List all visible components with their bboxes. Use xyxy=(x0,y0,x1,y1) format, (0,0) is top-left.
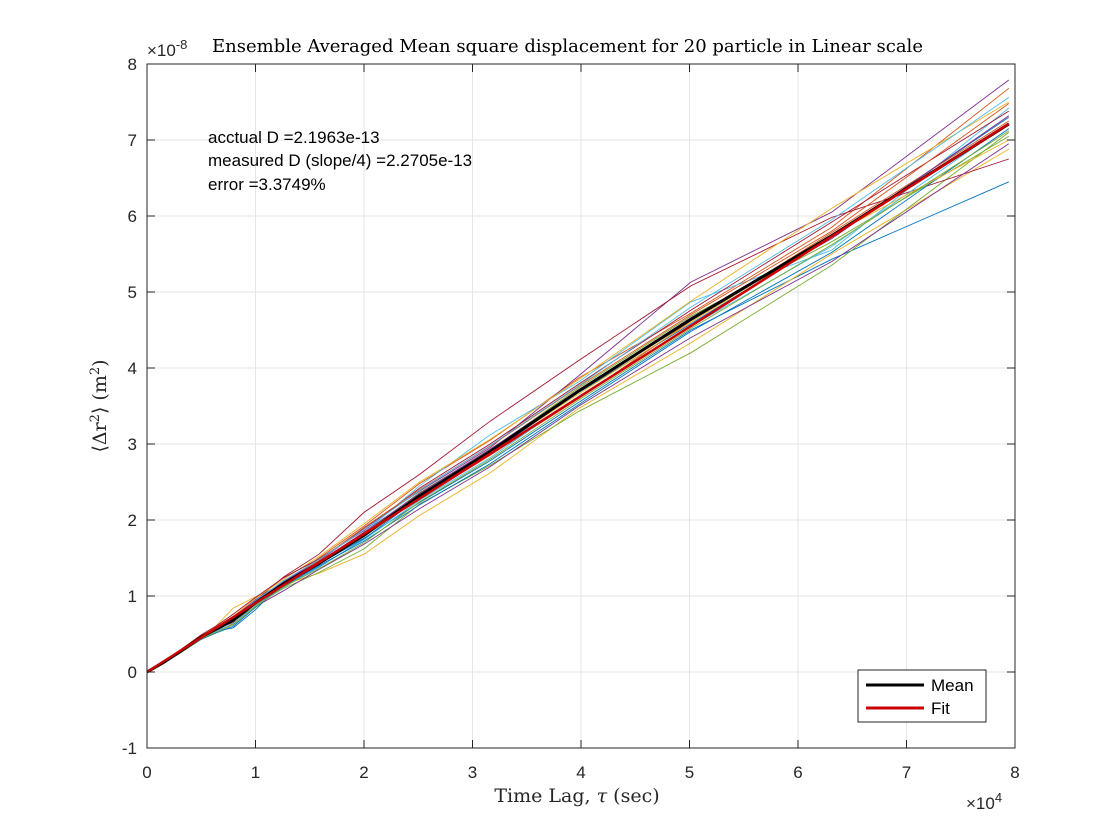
annotation-measured-d: measured D (slope/4) =2.2705e-13 xyxy=(208,151,472,170)
annotation-actual-d: acctual D =2.1963e-13 xyxy=(208,128,380,147)
fit-line xyxy=(146,122,1010,674)
y-axis-label-mid: ⟩ (m xyxy=(89,375,111,414)
x-tick-label: 1 xyxy=(251,763,260,782)
x-axis-label-text: Time Lag, xyxy=(494,785,590,807)
x-axis-label: Time Lag, τ (sec) xyxy=(494,785,659,807)
y-axis-label-left: ⟨Δr xyxy=(89,421,111,452)
mean-and-fit-lines xyxy=(146,122,1010,674)
chart-title: Ensemble Averaged Mean square displaceme… xyxy=(212,36,923,57)
annotation-error: error =3.3749% xyxy=(208,175,326,194)
y-tick-label: -1 xyxy=(122,739,137,758)
legend-box xyxy=(857,669,987,723)
y-tick-label: 2 xyxy=(128,511,137,530)
x-axis-label-unit: (sec) xyxy=(613,785,659,807)
x-tick-label: 0 xyxy=(142,763,151,782)
x-tick-labels: 0 1 2 3 4 5 6 7 8 xyxy=(142,763,1019,782)
y-exponent-power: -8 xyxy=(176,37,188,52)
y-tick-label: 6 xyxy=(128,207,137,226)
x-tick-label: 8 xyxy=(1010,763,1019,782)
y-axis-label-sup: 2 xyxy=(88,414,103,422)
x-tick-label: 4 xyxy=(576,763,585,782)
legend-fit-label: Fit xyxy=(931,699,950,718)
legend-mean-label: Mean xyxy=(931,676,974,695)
y-axis-label-sup2: 2 xyxy=(88,367,103,375)
y-tick-label: 0 xyxy=(128,663,137,682)
tick-marks xyxy=(146,63,1016,749)
y-tick-label: 4 xyxy=(128,359,137,378)
x-tick-label: 2 xyxy=(359,763,368,782)
y-tick-label: 7 xyxy=(128,131,137,150)
x-tick-label: 7 xyxy=(902,763,911,782)
x-axis-label-symbol: τ xyxy=(597,785,608,807)
x-exponent-power: 4 xyxy=(995,790,1002,805)
y-axis-label: ⟨Δr2⟩ (m2) xyxy=(88,359,111,452)
y-tick-label: 8 xyxy=(128,55,137,74)
x-exponent-base: ×10 xyxy=(966,794,995,813)
y-axis-label-right: ) xyxy=(89,359,111,366)
y-exponent-label: ×10-8 xyxy=(147,37,187,60)
y-exponent-base: ×10 xyxy=(147,41,176,60)
y-tick-label: 5 xyxy=(128,283,137,302)
x-tick-label: 6 xyxy=(793,763,802,782)
y-tick-labels: -1 0 1 2 3 4 5 6 7 8 xyxy=(122,55,137,758)
y-tick-label: 1 xyxy=(128,587,137,606)
x-tick-label: 3 xyxy=(468,763,477,782)
y-tick-label: 3 xyxy=(128,435,137,454)
legend: Mean Fit xyxy=(857,669,987,723)
x-tick-label: 5 xyxy=(685,763,694,782)
particle-series-line-14 xyxy=(146,110,1010,673)
x-exponent-label: ×104 xyxy=(966,790,1002,813)
